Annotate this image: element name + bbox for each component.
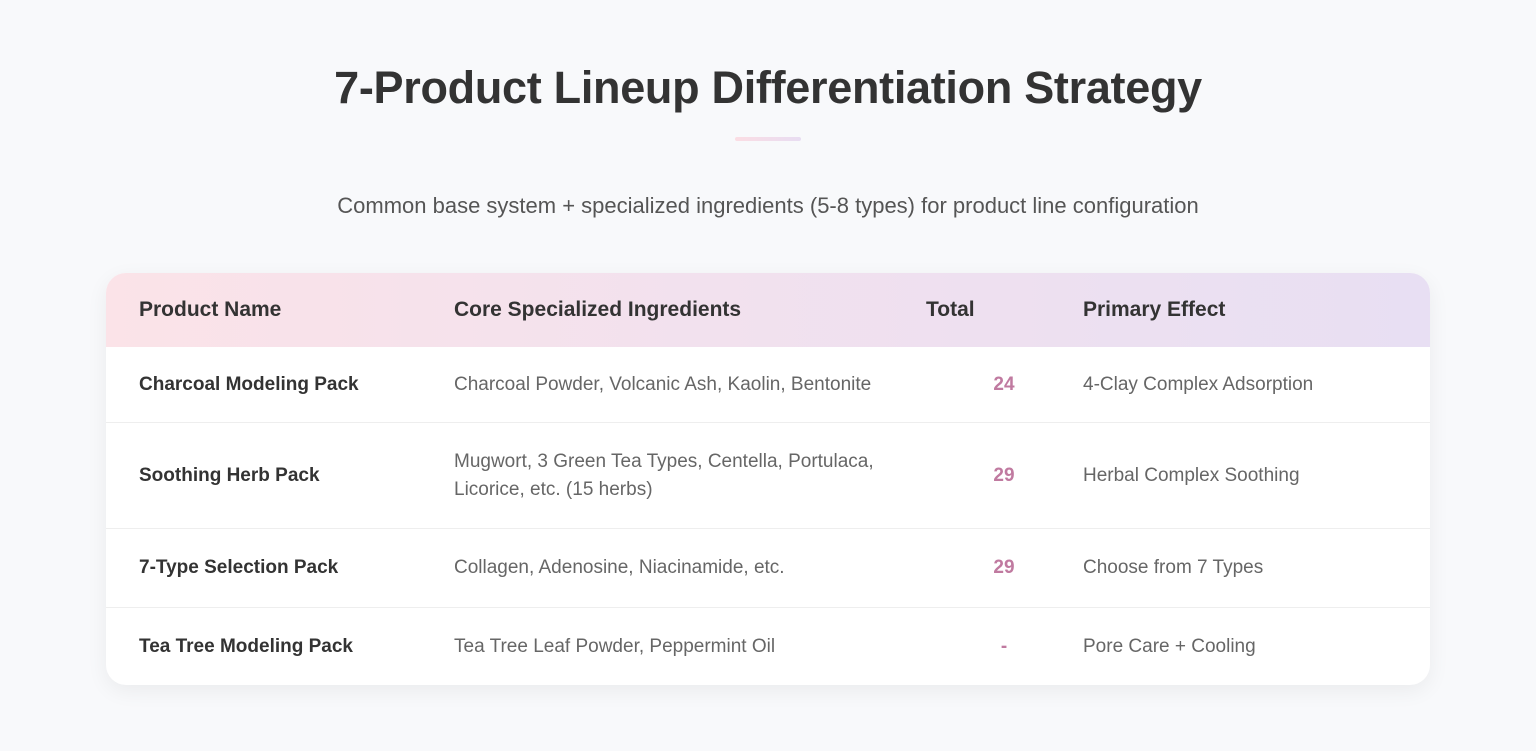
product-effect: 4-Clay Complex Adsorption — [1083, 373, 1314, 395]
product-name: Charcoal Modeling Pack — [139, 373, 359, 395]
product-name: Soothing Herb Pack — [139, 464, 320, 486]
table-header: Product Name Core Specialized Ingredient… — [106, 273, 1430, 347]
product-total: 29 — [993, 464, 1015, 486]
column-header-total: Total — [926, 298, 975, 321]
page-subtitle: Common base system + specialized ingredi… — [337, 193, 1199, 218]
table-row: Charcoal Modeling Pack Charcoal Powder, … — [106, 347, 1430, 422]
product-ingredients: Mugwort, 3 Green Tea Types, Centella, Po… — [454, 450, 874, 500]
product-ingredients: Tea Tree Leaf Powder, Peppermint Oil — [454, 636, 776, 657]
product-total: 24 — [993, 373, 1015, 395]
product-effect: Choose from 7 Types — [1083, 557, 1264, 578]
lineup-table: Product Name Core Specialized Ingredient… — [106, 273, 1430, 685]
table-row: Tea Tree Modeling Pack Tea Tree Leaf Pow… — [106, 607, 1430, 685]
column-header-primary-effect: Primary Effect — [1083, 298, 1226, 321]
column-header-ingredients: Core Specialized Ingredients — [454, 298, 742, 321]
product-total: - — [1000, 636, 1008, 657]
product-effect: Pore Care + Cooling — [1083, 636, 1256, 657]
table-row: Soothing Herb Pack Mugwort, 3 Green Tea … — [106, 422, 1430, 528]
product-effect: Herbal Complex Soothing — [1083, 464, 1300, 486]
column-header-product-name: Product Name — [139, 298, 282, 321]
product-total: 29 — [993, 557, 1015, 578]
product-ingredients: Collagen, Adenosine, Niacinamide, etc. — [454, 557, 785, 578]
table-row: 7-Type Selection Pack Collagen, Adenosin… — [106, 528, 1430, 607]
product-name: 7-Type Selection Pack — [139, 557, 339, 578]
table-body: Charcoal Modeling Pack Charcoal Powder, … — [106, 347, 1430, 685]
page-title: 7-Product Lineup Differentiation Strateg… — [334, 62, 1202, 113]
title-divider — [735, 137, 801, 141]
product-name: Tea Tree Modeling Pack — [139, 636, 354, 657]
product-ingredients: Charcoal Powder, Volcanic Ash, Kaolin, B… — [454, 373, 872, 395]
